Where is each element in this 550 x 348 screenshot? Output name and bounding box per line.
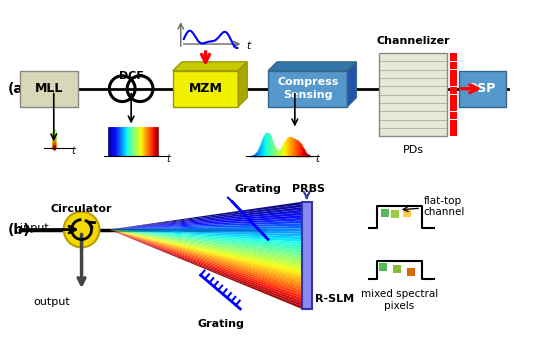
Text: PDs: PDs (403, 145, 424, 155)
Text: Grating: Grating (197, 319, 244, 329)
Polygon shape (109, 230, 302, 266)
Polygon shape (109, 213, 302, 230)
Polygon shape (403, 209, 411, 217)
Polygon shape (109, 202, 302, 230)
Polygon shape (449, 87, 456, 94)
Polygon shape (173, 71, 238, 106)
Polygon shape (109, 230, 302, 242)
Polygon shape (238, 62, 247, 106)
Text: t: t (167, 154, 170, 164)
Polygon shape (109, 230, 302, 303)
Polygon shape (109, 230, 302, 290)
Polygon shape (109, 230, 302, 234)
Polygon shape (109, 205, 302, 230)
Text: t: t (246, 41, 250, 51)
Polygon shape (109, 226, 302, 230)
Polygon shape (449, 95, 456, 103)
Polygon shape (109, 230, 302, 237)
Polygon shape (407, 268, 415, 276)
Polygon shape (109, 230, 302, 282)
Polygon shape (109, 207, 302, 230)
Polygon shape (109, 215, 302, 230)
Polygon shape (109, 210, 302, 230)
Polygon shape (391, 210, 399, 218)
Polygon shape (109, 230, 302, 279)
Polygon shape (459, 71, 506, 106)
Polygon shape (348, 62, 356, 106)
Text: MZM: MZM (189, 82, 223, 95)
Polygon shape (109, 230, 302, 269)
Text: (a): (a) (8, 82, 30, 96)
Polygon shape (109, 230, 302, 301)
Polygon shape (109, 229, 302, 231)
Text: Circulator: Circulator (51, 204, 112, 214)
Polygon shape (109, 230, 302, 298)
Polygon shape (379, 263, 387, 271)
Polygon shape (109, 230, 302, 309)
Polygon shape (449, 120, 456, 128)
Polygon shape (302, 202, 312, 309)
Polygon shape (381, 209, 389, 217)
Text: input: input (20, 223, 49, 232)
Text: R-SLM: R-SLM (315, 294, 354, 304)
Text: Channelizer: Channelizer (376, 36, 450, 46)
Polygon shape (109, 230, 302, 247)
Polygon shape (449, 78, 456, 86)
Polygon shape (109, 218, 302, 230)
Text: flat-top
channel: flat-top channel (403, 196, 465, 218)
Polygon shape (109, 230, 302, 253)
Polygon shape (109, 230, 302, 255)
Text: Grating: Grating (235, 184, 282, 194)
Polygon shape (268, 62, 356, 71)
Polygon shape (109, 230, 302, 274)
Polygon shape (379, 53, 447, 136)
Polygon shape (20, 71, 78, 106)
Polygon shape (109, 230, 302, 306)
Text: output: output (33, 297, 70, 307)
Circle shape (64, 212, 100, 247)
Polygon shape (109, 223, 302, 230)
Polygon shape (449, 103, 456, 111)
Text: t: t (72, 146, 75, 156)
Polygon shape (109, 230, 302, 245)
Text: DCF: DCF (119, 71, 144, 81)
Polygon shape (109, 230, 302, 250)
Text: DSP: DSP (468, 82, 497, 95)
Text: t: t (316, 154, 320, 164)
Polygon shape (109, 230, 302, 287)
Polygon shape (109, 230, 302, 258)
Polygon shape (449, 53, 456, 61)
Polygon shape (109, 230, 302, 295)
Text: MLL: MLL (35, 82, 63, 95)
Polygon shape (449, 62, 456, 70)
Polygon shape (393, 265, 401, 273)
Polygon shape (109, 230, 302, 271)
Text: PRBS: PRBS (292, 184, 325, 194)
Polygon shape (109, 230, 302, 293)
Text: mixed spectral
pixels: mixed spectral pixels (361, 289, 438, 311)
Text: Compress
Sensing: Compress Sensing (277, 77, 338, 100)
Polygon shape (449, 128, 456, 136)
Polygon shape (109, 230, 302, 277)
Polygon shape (109, 230, 302, 261)
Polygon shape (173, 62, 247, 71)
Polygon shape (109, 230, 302, 239)
Polygon shape (268, 71, 348, 106)
Text: (b): (b) (8, 223, 31, 237)
Polygon shape (449, 111, 456, 119)
Polygon shape (109, 230, 302, 285)
Polygon shape (449, 70, 456, 78)
Polygon shape (109, 221, 302, 230)
Polygon shape (109, 230, 302, 263)
